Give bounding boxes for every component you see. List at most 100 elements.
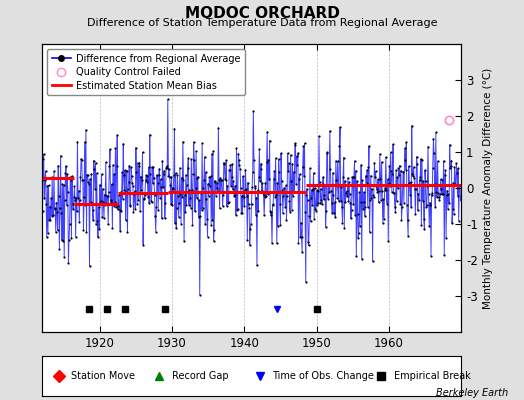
Point: [167, 174, 176, 180]
Point: [374, 176, 382, 183]
Point: [311, 185, 319, 191]
Point: [170, 172, 178, 179]
Point: [191, 208, 199, 215]
Point: [441, 167, 450, 174]
Point: [298, 249, 307, 256]
Point: [335, 198, 343, 204]
Point: [380, 216, 388, 222]
Point: [255, 146, 264, 153]
Point: [89, 207, 97, 213]
Legend: Difference from Regional Average, Quality Control Failed, Estimated Station Mean: Difference from Regional Average, Qualit…: [47, 49, 245, 95]
Point: [429, 164, 437, 171]
Point: [288, 206, 296, 213]
Point: [449, 206, 457, 212]
Point: [205, 174, 214, 180]
Point: [267, 212, 275, 219]
Point: [326, 166, 335, 172]
Point: [101, 202, 110, 208]
Point: [271, 155, 280, 161]
Point: [456, 181, 464, 188]
Point: [423, 183, 432, 189]
Point: [389, 141, 397, 148]
Point: [414, 190, 422, 197]
Point: [336, 198, 345, 204]
Point: [62, 163, 70, 170]
Point: [345, 191, 354, 198]
Point: [308, 186, 316, 193]
Point: [269, 201, 277, 208]
Point: [434, 190, 442, 196]
Point: [323, 149, 332, 156]
Point: [294, 150, 302, 156]
Point: [367, 172, 375, 179]
Point: [57, 210, 66, 216]
Point: [399, 182, 407, 188]
Point: [381, 184, 389, 191]
Point: [127, 164, 135, 170]
Point: [200, 176, 208, 183]
Point: [425, 223, 433, 229]
Point: [389, 190, 398, 197]
Point: [117, 189, 125, 195]
Point: [384, 238, 392, 244]
Point: [208, 150, 216, 157]
Point: [410, 185, 419, 192]
Point: [84, 179, 93, 186]
Point: [95, 182, 104, 188]
Point: [61, 196, 69, 203]
Point: [427, 252, 435, 259]
Point: [256, 178, 264, 184]
Point: [366, 197, 374, 203]
Point: [285, 160, 293, 166]
Point: [42, 201, 50, 208]
Point: [239, 193, 248, 200]
Point: [264, 157, 272, 163]
Point: [63, 170, 71, 177]
Point: [381, 154, 390, 160]
Point: [59, 238, 67, 244]
Point: [329, 170, 337, 176]
Point: [195, 292, 204, 298]
Point: [155, 166, 163, 172]
Point: [94, 204, 103, 210]
Point: [287, 152, 295, 158]
Point: [187, 204, 195, 211]
Point: [42, 234, 51, 240]
Point: [95, 226, 103, 232]
Point: [238, 192, 246, 199]
Point: [115, 206, 124, 213]
Point: [77, 173, 85, 180]
Point: [330, 210, 338, 216]
Point: [276, 200, 284, 207]
Point: [387, 168, 396, 174]
Point: [246, 226, 255, 232]
Point: [365, 229, 374, 235]
Point: [234, 206, 242, 212]
Point: [398, 204, 406, 210]
Point: [412, 186, 420, 192]
Point: [262, 193, 270, 199]
Point: [341, 199, 350, 205]
Point: [320, 196, 328, 203]
Point: [265, 176, 273, 182]
Point: [263, 159, 271, 165]
Point: [199, 185, 208, 191]
Point: [170, 126, 179, 132]
Point: [405, 163, 413, 170]
Point: [70, 194, 78, 200]
Point: [310, 216, 319, 222]
Point: [102, 159, 110, 166]
Point: [372, 168, 380, 174]
Point: [265, 138, 274, 144]
Point: [319, 181, 327, 187]
Point: [119, 172, 128, 179]
Point: [74, 188, 83, 194]
Point: [138, 149, 147, 156]
Point: [248, 169, 257, 175]
Point: [96, 199, 104, 206]
Point: [263, 129, 271, 135]
Point: [324, 196, 332, 202]
Point: [211, 178, 219, 184]
Point: [430, 181, 439, 188]
Point: [176, 191, 184, 198]
